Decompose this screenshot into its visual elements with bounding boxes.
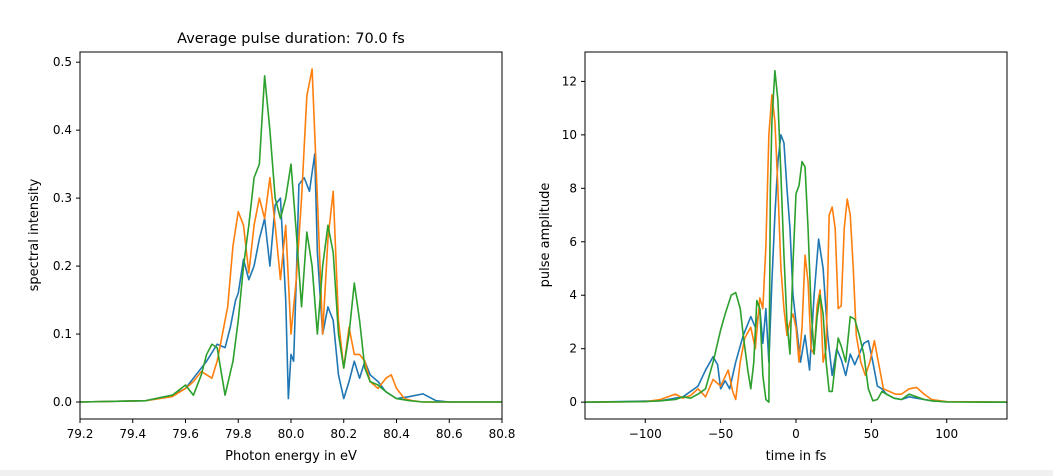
series-line-1	[584, 134, 1008, 403]
pulse-axes-frame	[584, 51, 1008, 420]
pulse-x-label: time in fs	[766, 449, 827, 464]
pulse-series-group	[584, 69, 1008, 403]
x-tick-label: 80.8	[489, 427, 516, 441]
y-tick-label: 0.2	[53, 259, 72, 273]
y-tick-label: 0	[569, 395, 577, 409]
y-tick-label: 2	[569, 342, 577, 356]
series-line-3	[584, 69, 1008, 403]
spectrum-y-ticks: 0.0 0.1 0.2 0.3 0.4 0.5	[53, 55, 80, 409]
y-tick-label: 0.3	[53, 191, 72, 205]
x-tick-label: −100	[629, 427, 662, 441]
spectrum-series-group	[79, 68, 502, 403]
y-tick-label: 8	[569, 181, 577, 195]
x-tick-label: 79.6	[172, 427, 199, 441]
y-tick-label: 0.1	[53, 327, 72, 341]
pulse-y-ticks: 0 2 4 6 8 10 12	[562, 74, 585, 409]
y-tick-label: 6	[569, 235, 577, 249]
series-line-2	[584, 93, 1008, 403]
spectrum-y-label: spectral intensity	[27, 178, 42, 291]
x-tick-label: −50	[708, 427, 733, 441]
x-tick-label: 79.2	[67, 427, 94, 441]
spectrum-x-label: Photon energy in eV	[225, 449, 357, 464]
window-bottom-strip	[0, 470, 1053, 476]
x-tick-label: 80.4	[383, 427, 410, 441]
pulse-y-label: pulse amplitude	[538, 183, 553, 288]
x-tick-label: 79.4	[119, 427, 146, 441]
y-tick-label: 0.4	[53, 123, 72, 137]
series-line-1	[79, 153, 502, 403]
series-line-3	[79, 74, 502, 403]
spectrum-x-ticks: 79.2 79.4 79.6 79.8 80.0 80.2 80.4 80.6 80.8	[67, 419, 516, 441]
y-tick-label: 12	[562, 74, 577, 88]
pulse-x-ticks: −100 −50 0 50 100	[629, 419, 958, 441]
x-tick-label: 79.8	[225, 427, 252, 441]
x-tick-label: 80.0	[278, 427, 305, 441]
plot-pulse: −100 −50 0 50 100 0 2 4 6 8 10 12 time in fs pulse…	[538, 51, 1008, 464]
x-tick-label: 100	[935, 427, 958, 441]
plot-spectrum: 79.2 79.4 79.6 79.8 80.0 80.2 80.4 80.6 80.8 0.0…	[27, 31, 515, 464]
y-tick-label: 0.5	[53, 55, 72, 69]
x-tick-label: 80.6	[436, 427, 463, 441]
x-tick-label: 80.2	[330, 427, 357, 441]
x-tick-label: 0	[792, 427, 800, 441]
spectrum-title: Average pulse duration: 70.0 fs	[177, 31, 405, 47]
y-tick-label: 4	[569, 288, 577, 302]
series-line-2	[79, 68, 502, 403]
y-tick-label: 0.0	[53, 395, 72, 409]
x-tick-label: 50	[864, 427, 879, 441]
y-tick-label: 10	[562, 128, 577, 142]
